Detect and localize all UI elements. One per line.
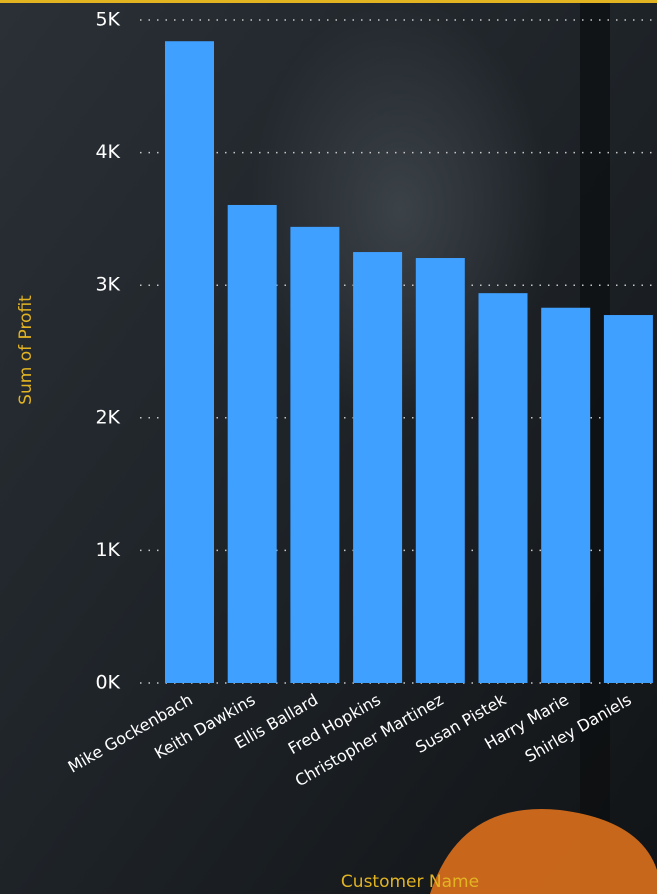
background-object — [430, 809, 657, 894]
top-border — [0, 0, 657, 3]
bar — [415, 258, 465, 683]
y-tick-label: 1K — [95, 539, 120, 561]
bar — [541, 307, 591, 683]
y-axis-title: Sum of Profit — [16, 295, 36, 405]
x-axis-title: Customer Name — [341, 872, 479, 892]
y-tick-label: 4K — [95, 141, 120, 163]
bar — [478, 293, 528, 683]
y-tick-label: 3K — [95, 274, 120, 296]
bar — [353, 252, 403, 684]
y-tick-label: 0K — [95, 672, 120, 694]
bar — [227, 204, 277, 684]
bar — [165, 41, 214, 683]
bar — [290, 226, 340, 683]
y-tick-label: 5K — [95, 9, 120, 31]
bar — [603, 315, 653, 683]
y-tick-label: 2K — [95, 406, 120, 428]
